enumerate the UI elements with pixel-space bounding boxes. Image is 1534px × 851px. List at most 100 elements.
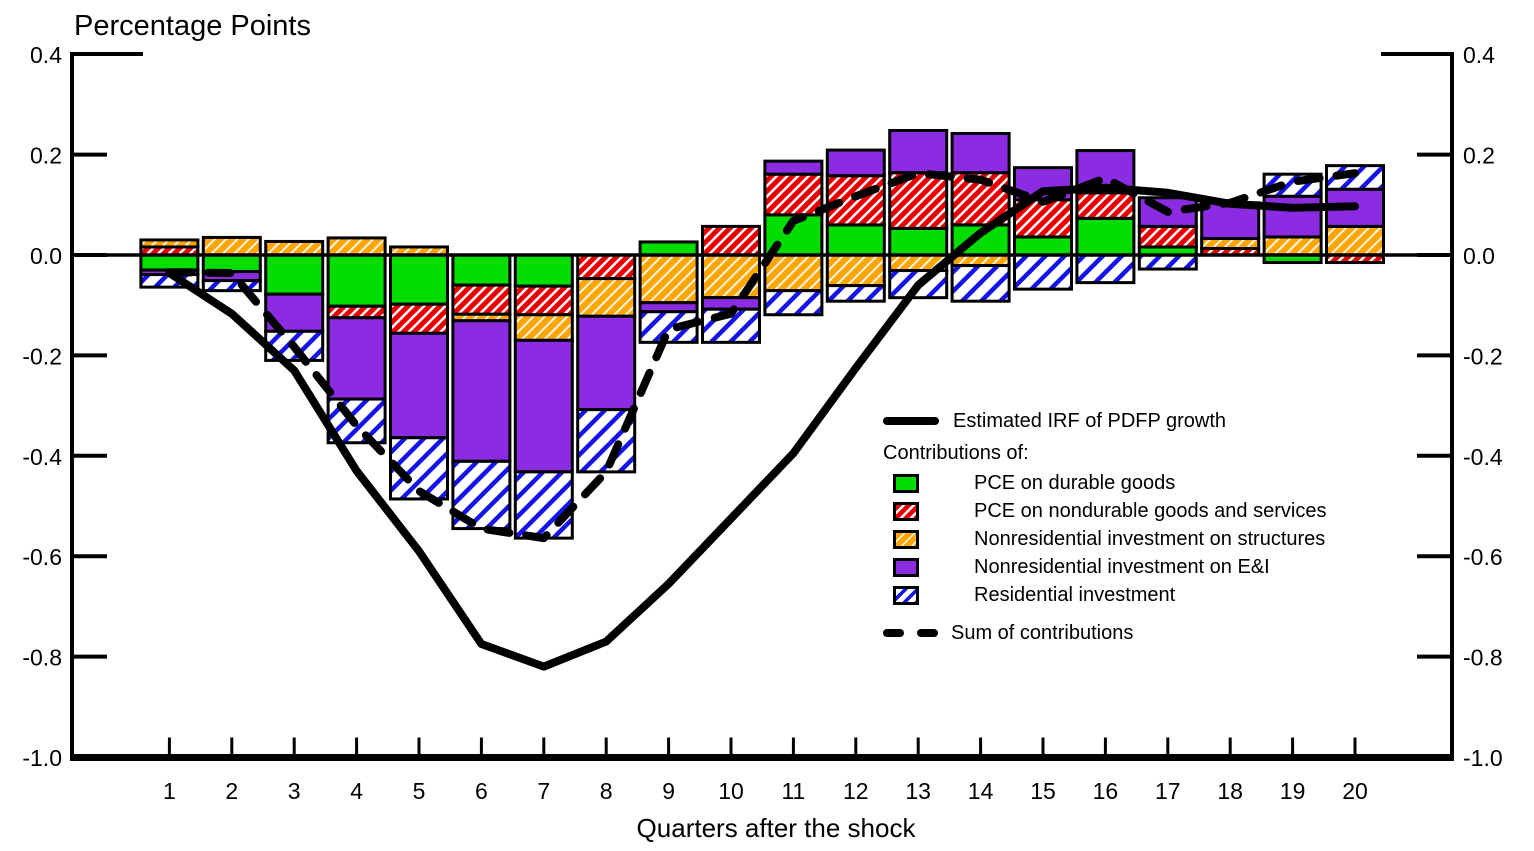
bar-segment-q6-residential	[451, 459, 512, 531]
x-tick-label-10: 10	[718, 778, 744, 804]
bar-segment-q17-pce-nondurable	[1137, 224, 1198, 249]
sum-line	[165, 169, 1359, 543]
bar-segment-q19-nonres-structures	[1262, 235, 1323, 257]
bar-segment-q9-pce-durable	[638, 240, 699, 257]
y-axis-label-right--0.6: -0.6	[1463, 544, 1503, 570]
bar-segment-q13-pce-nondurable	[888, 171, 949, 230]
bar-segment-q4-nonres-ei	[326, 316, 387, 401]
bar-segment-q8-nonres-ei	[576, 314, 637, 412]
red-hatch-swatch-icon	[893, 501, 919, 521]
legend-entry-label: Nonresidential investment on structures	[974, 527, 1326, 550]
y-axis-label-left-0.2: 0.2	[30, 143, 62, 169]
y-axis-label-left--1.0: -1.0	[22, 745, 62, 771]
bar-segment-q16-residential	[1075, 253, 1136, 285]
bar-segment-q14-residential	[950, 264, 1011, 303]
x-axis	[70, 754, 1454, 761]
x-tick-label-20: 20	[1342, 778, 1368, 804]
bar-segment-q6-pce-nondurable	[451, 283, 512, 316]
bar-segment-q13-pce-durable	[888, 226, 949, 257]
bar-segment-q6-pce-durable	[451, 253, 512, 287]
bar-segment-q7-pce-nondurable	[513, 284, 574, 317]
bar-segment-q11-residential	[763, 289, 824, 317]
x-tick-label-1: 1	[163, 778, 176, 804]
irf-line	[165, 183, 1359, 671]
y-axis-label-right--0.2: -0.2	[1463, 343, 1503, 369]
bar-segment-q3-pce-durable	[264, 253, 325, 296]
x-tick-label-16: 16	[1093, 778, 1119, 804]
bar-segment-q5-pce-durable	[389, 253, 449, 306]
y-axis-label-left--0.8: -0.8	[22, 645, 62, 671]
y-axis-label-left--0.6: -0.6	[22, 544, 62, 570]
y-axis-label-right-0.4: 0.4	[1463, 42, 1495, 68]
bar-segment-q20-nonres-structures	[1325, 224, 1385, 257]
bar-segment-q19-nonres-ei	[1262, 194, 1323, 239]
dashed-line-icon	[883, 629, 939, 637]
bar-segment-q11-nonres-ei	[763, 159, 824, 176]
bar-segment-q5-pce-nondurable	[389, 302, 449, 335]
y-axis-label-right--1.0: -1.0	[1463, 745, 1503, 771]
legend-entry-label: Nonresidential investment on E&I	[974, 555, 1270, 578]
legend-sum-row: Sum of contributions	[883, 621, 1483, 645]
x-tick-label-17: 17	[1155, 778, 1181, 804]
legend-sum-label: Sum of contributions	[951, 621, 1134, 644]
bar-segment-q2-residential	[201, 279, 262, 293]
bar-segment-q13-nonres-ei	[888, 129, 949, 175]
bar-segment-q1-pce-durable	[139, 253, 200, 272]
bar-segment-q7-nonres-ei	[513, 338, 574, 474]
x-tick-label-12: 12	[843, 778, 869, 804]
bar-segment-q4-pce-durable	[326, 253, 387, 308]
legend-entry-label: PCE on durable goods	[974, 471, 1176, 494]
solid-line-icon	[883, 417, 939, 425]
x-tick-label-2: 2	[225, 778, 238, 804]
page-title: Percentage Points	[74, 10, 311, 42]
purple-solid-swatch-icon	[893, 557, 919, 577]
bar-segment-q7-nonres-structures	[513, 313, 574, 342]
bar-segment-q10-nonres-structures	[701, 253, 761, 300]
x-tick-label-4: 4	[350, 778, 363, 804]
bar-segment-q17-residential	[1137, 253, 1198, 271]
y-axis-label-right-0.2: 0.2	[1463, 143, 1495, 169]
x-tick-label-8: 8	[600, 778, 613, 804]
legend-entry-residential: Residential investment	[883, 583, 1483, 607]
legend-entry-label: Residential investment	[974, 583, 1176, 606]
green-solid-swatch-icon	[893, 473, 919, 493]
bar-segment-q15-pce-durable	[1013, 235, 1073, 257]
x-axis-title: Quarters after the shock	[0, 813, 1534, 844]
x-tick-label-13: 13	[905, 778, 931, 804]
x-tick-label-6: 6	[475, 778, 488, 804]
x-tick-label-7: 7	[537, 778, 550, 804]
legend-contributions-header: Contributions of:	[883, 441, 1483, 465]
bar-segment-q11-pce-nondurable	[763, 172, 824, 217]
orange-hatch-swatch-icon	[893, 529, 919, 549]
y-axis-label-right--0.8: -0.8	[1463, 645, 1503, 671]
bar-segment-q15-residential	[1013, 253, 1073, 291]
y-axis-label-right-0.0: 0.0	[1463, 243, 1495, 269]
legend-entry-pce-nondurable: PCE on nondurable goods and services	[883, 499, 1483, 523]
bar-segment-q12-nonres-structures	[825, 253, 886, 288]
y-axis-label-left--0.2: -0.2	[22, 343, 62, 369]
bar-segment-q4-pce-nondurable	[326, 304, 387, 320]
bar-segment-q1-nonres-structures	[139, 238, 200, 249]
bar-segment-q7-pce-durable	[513, 253, 574, 288]
y-axis-label-left-0.4: 0.4	[30, 42, 62, 68]
x-tick-label-3: 3	[288, 778, 301, 804]
bar-segment-q6-nonres-ei	[451, 319, 512, 463]
blue-hatch-swatch-icon	[893, 585, 919, 605]
bar-segment-q3-nonres-structures	[264, 239, 325, 257]
x-tick-label-11: 11	[781, 778, 805, 804]
bar-segment-q8-pce-nondurable	[576, 253, 637, 281]
legend-irf-row: Estimated IRF of PDFP growth	[883, 409, 1483, 433]
x-tick-label-15: 15	[1030, 778, 1056, 804]
bar-segment-q16-pce-durable	[1075, 216, 1136, 257]
x-axis-title-text: Quarters after the shock	[636, 813, 916, 843]
legend-irf-label: Estimated IRF of PDFP growth	[953, 409, 1227, 432]
bar-segment-q12-pce-durable	[825, 223, 886, 257]
y-axis-label-left-0.0: 0.0	[30, 243, 62, 269]
bar-segment-q5-nonres-ei	[389, 331, 449, 440]
bar-segment-q10-pce-nondurable	[701, 224, 761, 257]
x-tick-label-5: 5	[413, 778, 426, 804]
x-tick-label-19: 19	[1280, 778, 1306, 804]
x-tick-label-18: 18	[1217, 778, 1243, 804]
bar-segment-q4-nonres-structures	[326, 236, 387, 257]
